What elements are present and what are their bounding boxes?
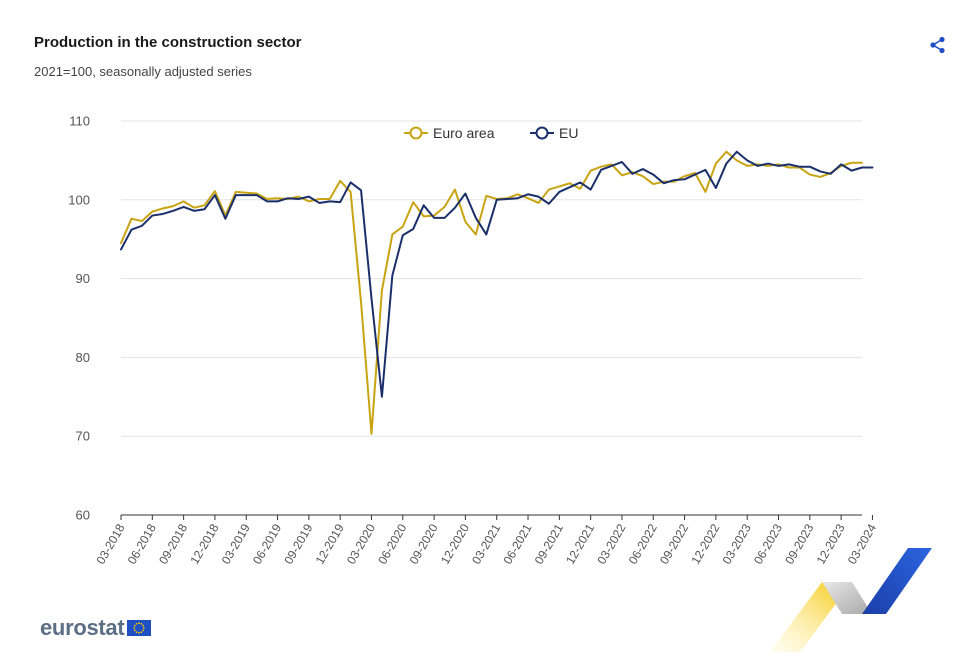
x-tick-label: 12-2021 — [563, 521, 597, 566]
y-axis: 60 70 80 90 100 110 — [68, 114, 90, 523]
x-tick-label: 03-2018 — [93, 521, 127, 566]
grid — [121, 120, 862, 437]
x-tick-label: 03-2020 — [344, 521, 378, 566]
legend-marker — [409, 126, 423, 140]
legend: Euro area EU — [404, 125, 578, 141]
y-tick-label: 60 — [76, 508, 90, 523]
chart-title: Production in the construction sector — [34, 34, 302, 51]
x-tick-label: 06-2020 — [375, 521, 409, 566]
legend-label: Euro area — [433, 125, 495, 141]
y-tick-label: 100 — [68, 192, 90, 207]
legend-label: EU — [559, 125, 578, 141]
x-tick-label: 09-2018 — [156, 521, 190, 566]
x-tick-label: 06-2022 — [626, 521, 660, 566]
legend-item-eu[interactable]: EU — [530, 125, 578, 141]
x-tick-label: 03-2019 — [219, 521, 253, 566]
x-tick-label: 03-2021 — [469, 521, 503, 566]
x-tick-label: 03-2022 — [594, 521, 628, 566]
x-tick-label: 09-2021 — [532, 521, 566, 566]
decorative-ribbon — [770, 548, 932, 652]
x-tick-label: 06-2021 — [500, 521, 534, 566]
x-tick-label: 06-2019 — [250, 521, 284, 566]
eurostat-logo: eurostat — [40, 615, 152, 641]
legend-marker — [535, 126, 549, 140]
y-tick-label: 80 — [76, 350, 90, 365]
y-tick-label: 110 — [69, 114, 90, 129]
series-line-euro-area — [120, 150, 863, 435]
x-tick-label: 12-2022 — [688, 521, 722, 566]
x-tick-label: 12-2020 — [438, 521, 472, 566]
series-line-eu — [120, 150, 874, 398]
x-tick-label: 09-2020 — [407, 521, 441, 566]
x-tick-label: 03-2023 — [720, 521, 754, 566]
share-icon[interactable] — [928, 35, 948, 55]
series-layer — [120, 150, 874, 435]
legend-item-euro-area[interactable]: Euro area — [404, 125, 495, 141]
eu-flag-icon — [127, 620, 152, 636]
x-tick-label: 12-2018 — [187, 521, 221, 566]
x-tick-label: 09-2019 — [281, 521, 315, 566]
x-tick-label: 09-2022 — [657, 521, 691, 566]
y-tick-label: 70 — [76, 429, 90, 444]
x-tick-label: 12-2019 — [313, 521, 347, 566]
y-tick-label: 90 — [76, 271, 90, 286]
chart-subtitle: 2021=100, seasonally adjusted series — [34, 64, 252, 79]
logo-text: eurostat — [40, 615, 125, 640]
x-tick-label: 06-2018 — [125, 521, 159, 566]
